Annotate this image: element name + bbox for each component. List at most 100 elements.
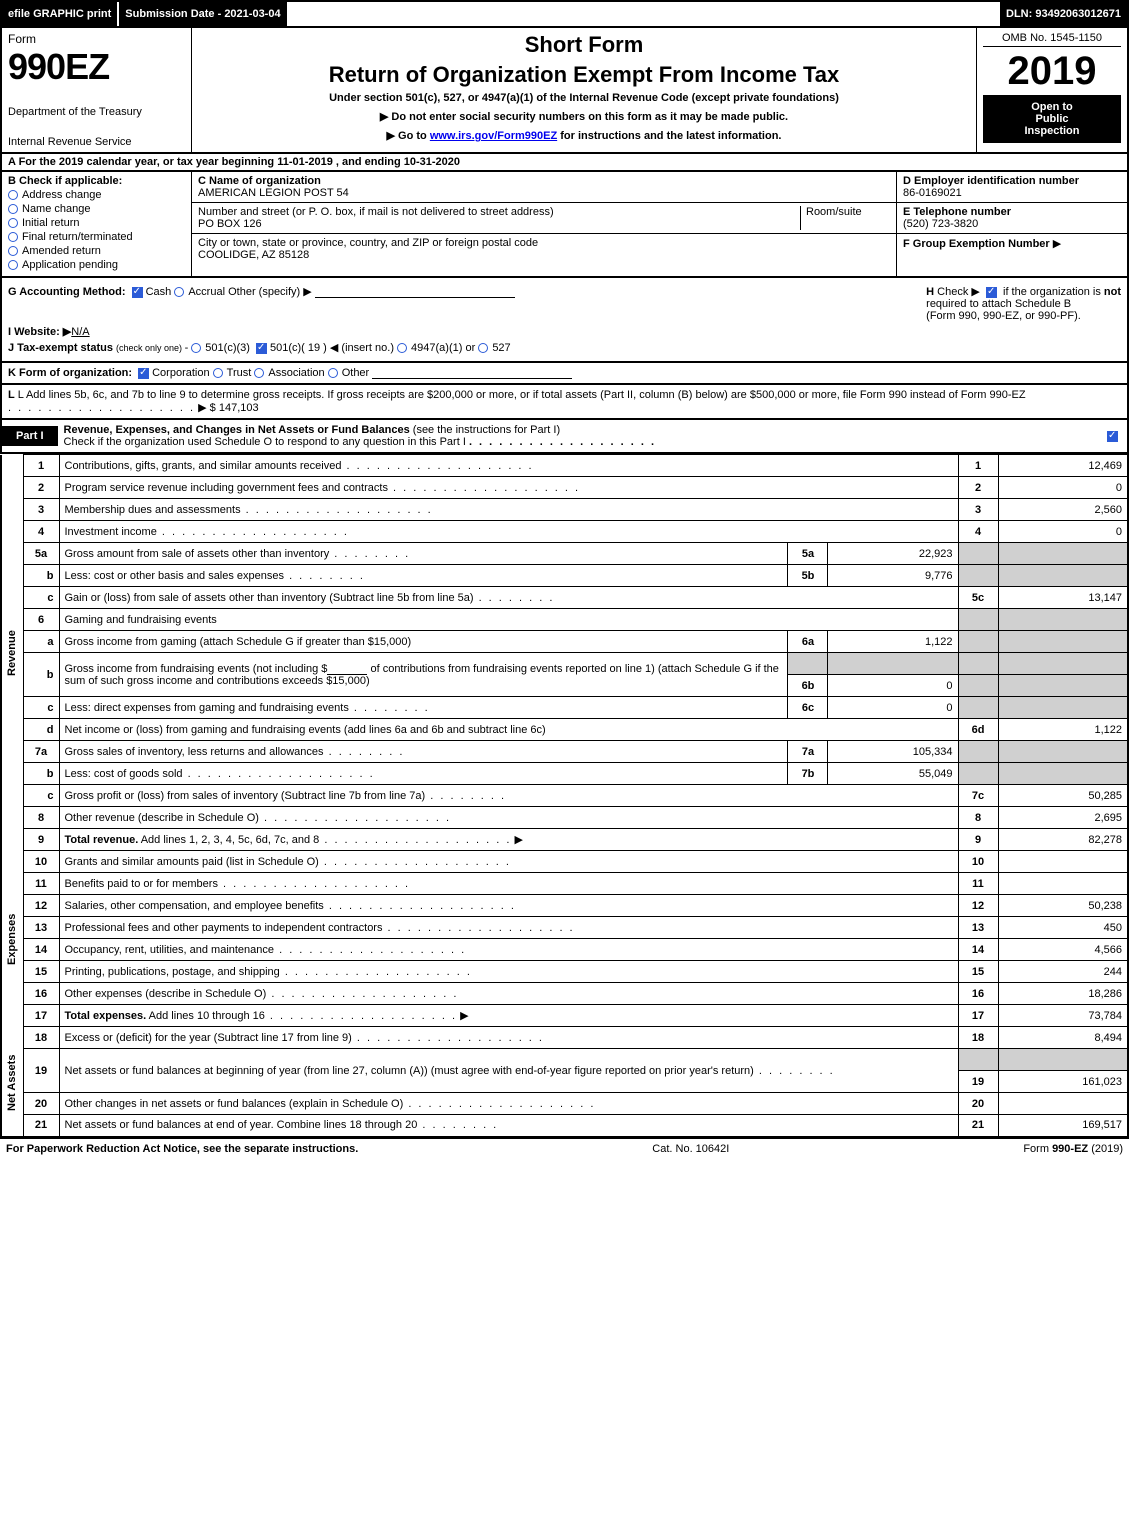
527-radio[interactable] — [478, 343, 488, 353]
row-num: c — [23, 785, 59, 807]
form-year: (2019) — [1088, 1143, 1123, 1155]
row-num: 7a — [23, 741, 59, 763]
phone-value: (520) 723-3820 — [903, 218, 978, 230]
goto-suffix: for instructions and the latest informat… — [557, 130, 781, 142]
4947a1-label: 4947(a)(1) or — [411, 342, 475, 354]
shade-cell — [828, 653, 958, 675]
row-desc: Occupancy, rent, utilities, and maintena… — [65, 944, 467, 956]
final-return-radio[interactable] — [8, 232, 18, 242]
entity-grid: B Check if applicable: Address change Na… — [0, 172, 1129, 278]
submission-date: Submission Date - 2021-03-04 — [117, 2, 288, 26]
c-label: C — [198, 175, 206, 187]
row-desc: Gross profit or (loss) from sales of inv… — [65, 790, 507, 802]
trust-radio[interactable] — [213, 368, 223, 378]
501c-label: 501(c)( 19 ) ◀ (insert no.) — [270, 342, 394, 354]
right-val — [998, 851, 1128, 873]
shade-cell — [998, 675, 1128, 697]
row-desc: Grants and similar amounts paid (list in… — [65, 856, 511, 868]
table-row: 14 Occupancy, rent, utilities, and maint… — [1, 939, 1128, 961]
mini-val: 9,776 — [828, 565, 958, 587]
info-block-ghij: G Accounting Method: Cash Accrual Other … — [0, 278, 1129, 363]
row-num: 19 — [23, 1049, 59, 1093]
tax-year-line: A For the 2019 calendar year, or tax yea… — [0, 154, 1129, 172]
table-row: 13 Professional fees and other payments … — [1, 917, 1128, 939]
part1-sched-o: Check if the organization used Schedule … — [64, 436, 466, 448]
form-bold: 990-EZ — [1052, 1143, 1088, 1155]
table-row: 3 Membership dues and assessments 3 2,56… — [1, 499, 1128, 521]
table-row: b Less: cost of goods sold 7b 55,049 — [1, 763, 1128, 785]
right-val: 50,238 — [998, 895, 1128, 917]
amended-return-radio[interactable] — [8, 246, 18, 256]
other-org-field[interactable] — [372, 367, 572, 379]
501c3-radio[interactable] — [191, 343, 201, 353]
room-label: Room/suite — [806, 206, 862, 218]
section-c: C Name of organization AMERICAN LEGION P… — [192, 172, 897, 276]
accrual-label: Accrual — [188, 286, 225, 298]
shade-cell — [958, 609, 998, 631]
table-row: c Less: direct expenses from gaming and … — [1, 697, 1128, 719]
corporation-checkbox[interactable] — [138, 368, 149, 379]
shade-cell — [998, 1049, 1128, 1071]
row-num: b — [23, 763, 59, 785]
right-num: 16 — [958, 983, 998, 1005]
4947a1-radio[interactable] — [397, 343, 407, 353]
c-name-label: Name of organization — [209, 175, 321, 187]
h-checkbox[interactable] — [986, 287, 997, 298]
501c-checkbox[interactable] — [256, 343, 267, 354]
row-num: c — [23, 697, 59, 719]
application-pending-radio[interactable] — [8, 260, 18, 270]
trust-label: Trust — [227, 367, 252, 379]
irs-link[interactable]: www.irs.gov/Form990EZ — [430, 130, 557, 142]
cat-number: Cat. No. 10642I — [652, 1143, 729, 1155]
header-right: OMB No. 1545-1150 2019 Open to Public In… — [977, 28, 1127, 152]
other-org-radio[interactable] — [328, 368, 338, 378]
right-val: 1,122 — [998, 719, 1128, 741]
association-radio[interactable] — [254, 368, 264, 378]
right-num: 13 — [958, 917, 998, 939]
right-val: 12,469 — [998, 455, 1128, 477]
name-change-radio[interactable] — [8, 204, 18, 214]
other-specify-field[interactable] — [315, 286, 515, 298]
shade-cell — [998, 763, 1128, 785]
row-num: b — [23, 653, 59, 697]
j-label: J Tax-exempt status — [8, 342, 113, 354]
row-num: 4 — [23, 521, 59, 543]
right-num: 21 — [958, 1115, 998, 1137]
d-label: D — [903, 175, 911, 187]
l-arrow: ▶ $ — [198, 402, 216, 414]
efile-print-label[interactable]: efile GRAPHIC print — [2, 2, 117, 26]
row-desc: Net income or (loss) from gaming and fun… — [59, 719, 958, 741]
open-to-public-badge: Open to Public Inspection — [983, 95, 1121, 143]
part1-title: Revenue, Expenses, and Changes in Net As… — [58, 420, 663, 452]
cash-label: Cash — [146, 286, 172, 298]
table-row: d Net income or (loss) from gaming and f… — [1, 719, 1128, 741]
shade-cell — [958, 763, 998, 785]
contrib-amount-field[interactable] — [327, 663, 367, 675]
form-reference: Form 990-EZ (2019) — [1023, 1143, 1123, 1155]
section-b: B Check if applicable: Address change Na… — [2, 172, 192, 276]
row-desc: Investment income — [65, 526, 349, 538]
row-desc: Membership dues and assessments — [65, 504, 433, 516]
right-num: 20 — [958, 1093, 998, 1115]
subtitle: Under section 501(c), 527, or 4947(a)(1)… — [198, 92, 970, 104]
k-label: K Form of organization: — [8, 367, 132, 379]
page-footer: For Paperwork Reduction Act Notice, see … — [0, 1138, 1129, 1159]
form-header: Form 990EZ Department of the Treasury In… — [0, 28, 1129, 154]
right-num: 10 — [958, 851, 998, 873]
sched-o-checkbox[interactable] — [1107, 431, 1118, 442]
f-arrow: ▶ — [1053, 238, 1061, 250]
accrual-radio[interactable] — [174, 287, 184, 297]
table-row: 2 Program service revenue including gove… — [1, 477, 1128, 499]
info-block-k: K Form of organization: Corporation Trus… — [0, 363, 1129, 385]
initial-return-radio[interactable] — [8, 218, 18, 228]
row-num: 14 — [23, 939, 59, 961]
row-num: 15 — [23, 961, 59, 983]
table-row: 15 Printing, publications, postage, and … — [1, 961, 1128, 983]
cash-checkbox[interactable] — [132, 287, 143, 298]
form-word: Form — [8, 32, 185, 46]
right-val: 50,285 — [998, 785, 1128, 807]
b-check-if: Check if applicable: — [19, 175, 122, 187]
row-desc: Other changes in net assets or fund bala… — [65, 1098, 596, 1110]
table-row: b Gross income from fundraising events (… — [1, 653, 1128, 675]
address-change-radio[interactable] — [8, 190, 18, 200]
